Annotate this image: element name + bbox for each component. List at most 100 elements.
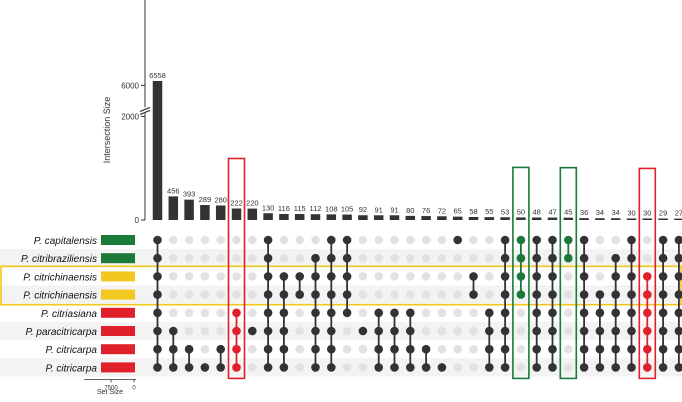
- membership-dot-inactive: [342, 363, 352, 372]
- set-label: P. citricarpa: [45, 345, 97, 356]
- intersection-bar: [500, 217, 510, 220]
- intersection-bar: [658, 218, 668, 220]
- membership-dot-inactive: [358, 344, 368, 354]
- membership-dot-inactive: [279, 235, 289, 245]
- membership-dot-active: [279, 290, 289, 299]
- membership-dot-active: [548, 308, 557, 318]
- axis-break-mark: [139, 109, 151, 115]
- membership-dot-active: [658, 272, 668, 281]
- bar-value-label: 45: [564, 208, 572, 217]
- membership-dot-active: [342, 308, 352, 318]
- intersection-bar: [231, 208, 242, 220]
- membership-dot-inactive: [374, 235, 384, 245]
- membership-dot-active: [674, 253, 682, 263]
- membership-dot-active: [232, 326, 241, 336]
- intersection-bar: [263, 213, 273, 220]
- bar-value-label: 289: [199, 195, 212, 204]
- membership-dot-inactive: [564, 326, 573, 336]
- membership-dot-inactive: [184, 308, 194, 318]
- membership-dot-active: [153, 308, 162, 318]
- membership-dot-active: [406, 344, 415, 354]
- membership-dot-inactive: [421, 253, 431, 263]
- membership-dot-active: [500, 326, 510, 336]
- set-size-bar: [101, 235, 135, 245]
- membership-dot-active: [500, 253, 510, 263]
- membership-dot-active: [421, 344, 431, 354]
- membership-dot-active: [153, 235, 162, 245]
- membership-dot-active: [184, 344, 194, 354]
- y-axis-label: Intersection Size: [102, 97, 112, 164]
- membership-dot-active: [358, 326, 368, 336]
- membership-dot-inactive: [437, 326, 447, 336]
- membership-dot-inactive: [200, 253, 210, 263]
- membership-dot-active: [658, 308, 668, 318]
- membership-dot-active: [327, 253, 336, 263]
- membership-dot-active: [390, 308, 399, 318]
- row-stripe: [0, 358, 682, 377]
- intersection-bar: [484, 217, 495, 220]
- intersection-bar: [595, 218, 605, 220]
- membership-dot-active: [627, 363, 636, 372]
- membership-dot-active: [263, 363, 273, 372]
- membership-dot-inactive: [485, 235, 494, 245]
- row-stripe: [0, 285, 682, 304]
- membership-dot-inactive: [516, 308, 526, 318]
- row-highlight: [0, 265, 682, 306]
- membership-dot-active: [342, 290, 352, 299]
- membership-dot-active: [169, 363, 178, 372]
- membership-dot-inactive: [469, 363, 478, 372]
- bar-value-label: 80: [406, 206, 414, 215]
- membership-dot-inactive: [595, 253, 605, 263]
- membership-dot-active: [548, 290, 557, 299]
- intersection-bar: [626, 218, 637, 220]
- membership-dot-active: [627, 308, 636, 318]
- membership-dot-active: [153, 344, 162, 354]
- membership-dot-active: [406, 308, 415, 318]
- membership-dot-active: [548, 253, 557, 263]
- bar-value-label: 47: [548, 208, 556, 217]
- intersection-bar: [642, 218, 653, 220]
- membership-dot-inactive: [232, 272, 241, 281]
- intersection-bar: [326, 214, 337, 220]
- membership-dot-active: [342, 272, 352, 281]
- membership-dot-inactive: [421, 290, 431, 299]
- membership-dot-active: [390, 363, 399, 372]
- membership-dot-inactive: [200, 344, 210, 354]
- membership-dot-active: [500, 235, 510, 245]
- set-label: P. citricarpa: [45, 363, 97, 374]
- membership-dot-inactive: [216, 253, 225, 263]
- membership-dot-active: [263, 253, 273, 263]
- membership-dot-active: [595, 290, 605, 299]
- bar-value-label: 53: [501, 207, 509, 216]
- membership-dot-active: [674, 363, 682, 372]
- membership-dot-active: [579, 272, 589, 281]
- membership-dot-active: [263, 308, 273, 318]
- membership-dot-inactive: [184, 253, 194, 263]
- membership-dot-active: [643, 290, 652, 299]
- membership-dot-inactive: [406, 235, 415, 245]
- membership-dot-inactive: [421, 308, 431, 318]
- membership-dot-inactive: [342, 344, 352, 354]
- membership-dot-inactive: [643, 253, 652, 263]
- membership-dot-inactive: [453, 308, 463, 318]
- column-highlight: [559, 166, 578, 380]
- membership-dot-inactive: [437, 235, 447, 245]
- membership-dot-inactive: [232, 235, 241, 245]
- membership-dot-active: [564, 253, 573, 263]
- membership-dot-inactive: [595, 272, 605, 281]
- membership-dot-active: [611, 363, 620, 372]
- membership-dot-active: [532, 326, 541, 336]
- membership-dot-active: [548, 272, 557, 281]
- membership-dot-active: [532, 308, 541, 318]
- intersection-bar: [200, 205, 210, 220]
- membership-dot-active: [279, 344, 289, 354]
- membership-dot-inactive: [643, 235, 652, 245]
- membership-dot-active: [532, 235, 541, 245]
- bar-value-label: 91: [390, 205, 398, 214]
- membership-dot-active: [627, 272, 636, 281]
- membership-dot-inactive: [437, 253, 447, 263]
- membership-dot-active: [516, 253, 526, 263]
- membership-dot-active: [658, 253, 668, 263]
- membership-dot-active: [374, 344, 384, 354]
- membership-dot-active: [406, 363, 415, 372]
